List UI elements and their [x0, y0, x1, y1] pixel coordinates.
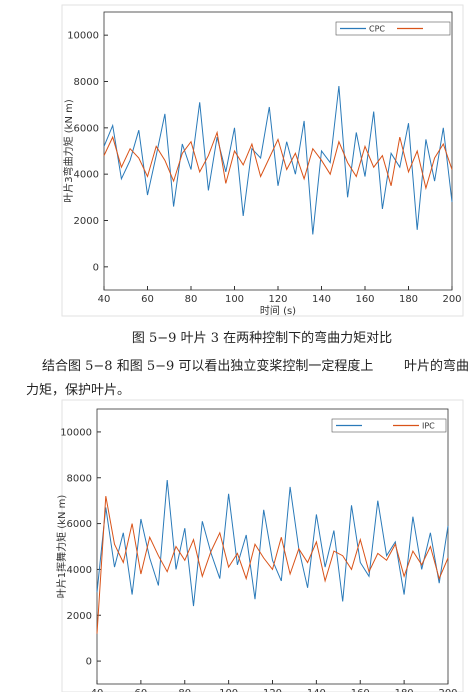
x-tick-label: 140: [312, 294, 331, 305]
y-tick-label: 6000: [67, 519, 92, 530]
paragraph-text: 结合图 5−8 和图 5−9 可以看出独立变桨控制一定程度上: [42, 358, 373, 374]
x-tick-label: 100: [225, 294, 244, 305]
x-tick-label: 160: [355, 294, 374, 305]
paragraph-text: 叶片的弯曲: [404, 358, 469, 374]
y-tick-label: 0: [93, 262, 99, 273]
x-tick-label: 40: [91, 688, 104, 692]
x-axis-label: 时间 (s): [260, 304, 296, 317]
x-tick-label: 60: [141, 294, 154, 305]
y-tick-label: 8000: [67, 473, 92, 484]
legend-box: [331, 418, 447, 433]
y-tick-label: 0: [86, 657, 92, 668]
x-tick-label: 120: [268, 294, 287, 305]
data-line: [96, 479, 449, 607]
x-tick-label: 120: [263, 688, 282, 692]
legend-box: [335, 21, 451, 36]
y-tick-label: 8000: [74, 77, 99, 88]
x-tick-label: 80: [178, 688, 191, 692]
data-line: [103, 130, 453, 191]
x-tick-label: 200: [442, 294, 461, 305]
x-tick-label: 200: [438, 688, 457, 692]
x-tick-label: 180: [399, 294, 418, 305]
plot-area: [103, 11, 453, 291]
y-tick-label: 2000: [67, 611, 92, 622]
legend-label: CPC: [369, 25, 385, 34]
y-tick-label: 4000: [74, 170, 99, 181]
y-tick-label: 4000: [67, 565, 92, 576]
y-tick-label: 10000: [60, 427, 92, 438]
y-tick-label: 6000: [74, 123, 99, 134]
data-line: [96, 496, 449, 634]
x-tick-label: 140: [307, 688, 326, 692]
plot-area: [96, 408, 449, 685]
y-axis-label: 叶片1挥舞力矩 (kN m): [55, 495, 68, 599]
legend-label: IPC: [422, 422, 435, 431]
y-tick-label: 2000: [74, 216, 99, 227]
y-tick-label: 10000: [67, 31, 99, 42]
data-line: [103, 86, 453, 235]
x-tick-label: 100: [219, 688, 238, 692]
paragraph-text: 力矩，保护叶片。: [26, 383, 130, 398]
x-tick-label: 160: [351, 688, 370, 692]
x-tick-label: 80: [185, 294, 198, 305]
x-tick-label: 180: [395, 688, 414, 692]
x-tick-label: 60: [135, 688, 148, 692]
y-axis-label: 叶片3弯曲力矩 (kN m): [62, 99, 75, 203]
x-tick-label: 40: [98, 294, 111, 305]
figure-caption: 图 5−9 叶片 3 在两种控制下的弯曲力矩对比: [132, 330, 392, 346]
